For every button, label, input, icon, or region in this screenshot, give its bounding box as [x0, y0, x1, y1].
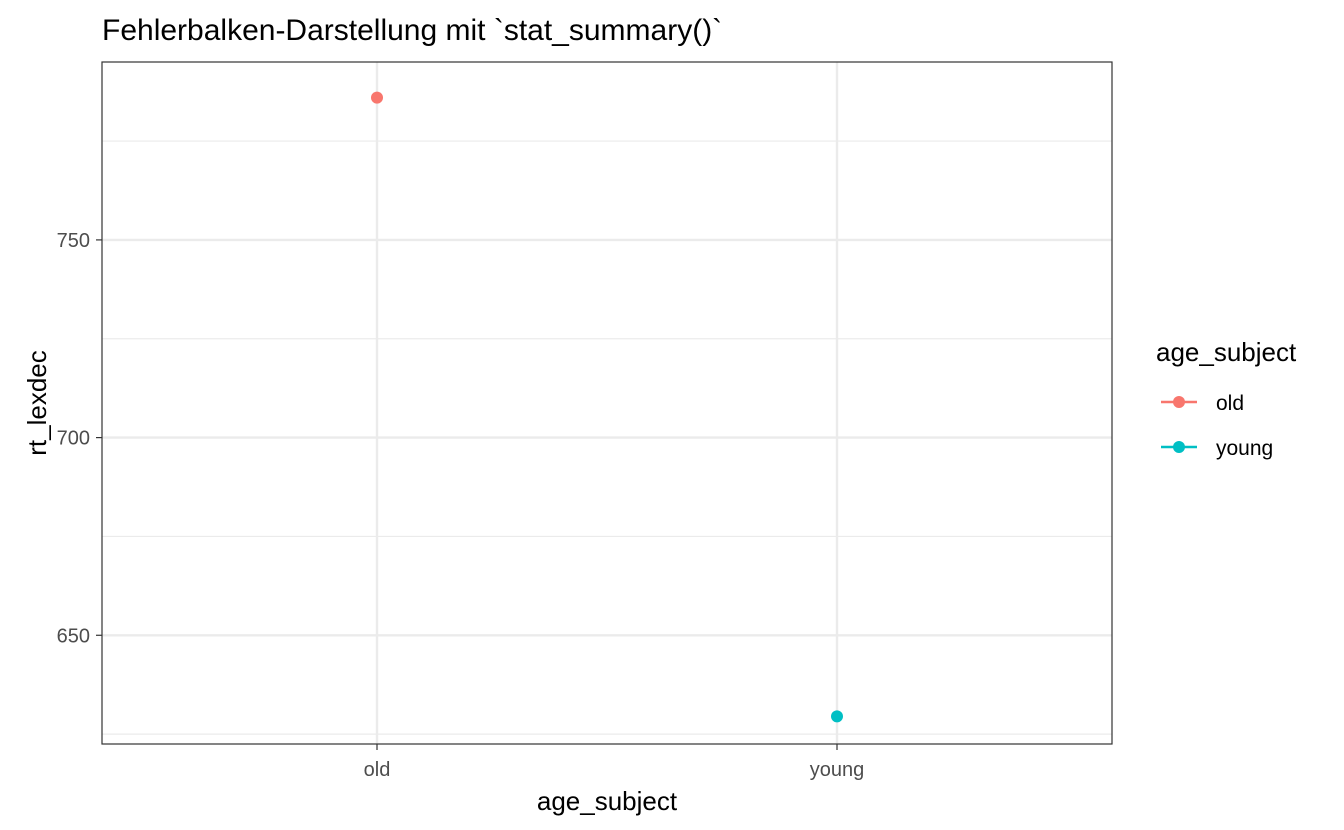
legend-key-point-young — [1173, 441, 1185, 453]
x-axis-ticks: old young — [364, 744, 865, 781]
y-tick-label: 700 — [57, 428, 90, 450]
y-axis-ticks: 650 700 750 — [57, 230, 102, 647]
legend: age_subject old young — [1156, 337, 1297, 460]
y-tick-label: 650 — [57, 625, 90, 647]
x-tick-label: old — [364, 759, 391, 781]
data-points — [371, 91, 843, 723]
panel-border — [101, 61, 1113, 745]
point-old — [371, 91, 383, 104]
y-tick-label: 750 — [57, 230, 90, 252]
legend-title: age_subject — [1156, 337, 1297, 367]
chart-title: Fehlerbalken-Darstellung mit `stat_summa… — [102, 14, 722, 47]
legend-label-young: young — [1216, 437, 1273, 460]
legend-label-old: old — [1216, 392, 1244, 415]
point-young — [831, 710, 843, 723]
x-axis-title: age_subject — [537, 786, 678, 816]
x-tick-label: young — [810, 759, 865, 781]
legend-key-point-old — [1173, 396, 1185, 408]
y-axis-title: rt_lexdec — [22, 350, 52, 456]
grid — [102, 62, 1112, 744]
